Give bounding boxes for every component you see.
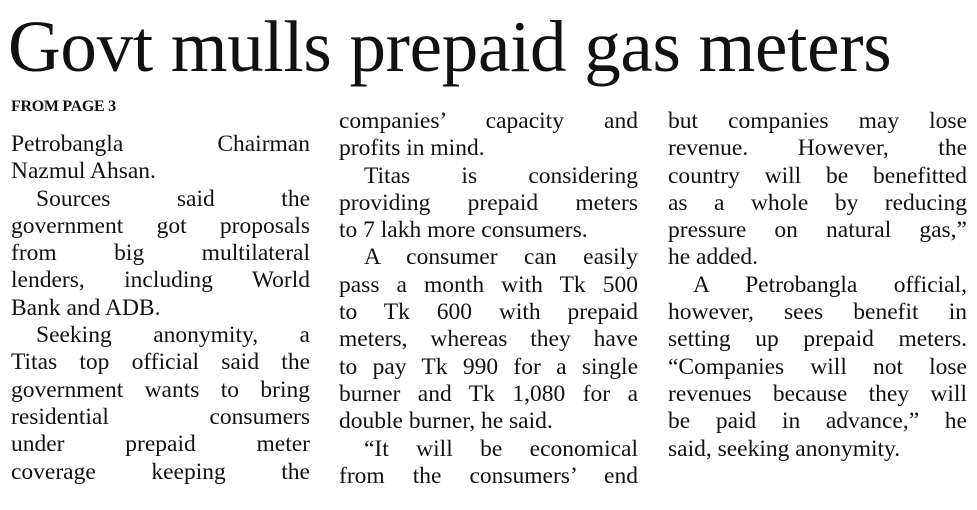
continuation-kicker: FROM PAGE 3 — [11, 98, 116, 115]
paragraph: Sources said the government got proposals… — [11, 186, 310, 322]
text-line: to pay Tk 990 for a single — [339, 353, 638, 380]
text-line: coverage keeping the — [11, 458, 310, 485]
paragraph: A consumer can easily pass a month with T… — [339, 244, 638, 435]
text-line: he added. — [668, 244, 759, 271]
paragraph: “It will be economical from the consumers… — [339, 436, 638, 491]
text-line: pressure on natural gas,” — [668, 217, 967, 244]
text-line: country will be benefitted — [668, 162, 967, 189]
text-line: burner and Tk 1,080 for a — [339, 380, 638, 407]
text-line: setting up prepaid meters. — [668, 326, 967, 353]
paragraph: A Petrobangla official, however, sees ben… — [668, 272, 967, 463]
text-line: government wants to bring — [11, 376, 310, 403]
text-line: from big multilateral — [11, 240, 310, 267]
article-column-3: but companies may lose revenue. However, … — [668, 108, 967, 463]
text-line: Petrobangla Chairman — [11, 131, 310, 157]
article-column-2: companies’ capacity and profits in mind. T… — [339, 108, 638, 490]
text-line: but companies may lose — [668, 108, 967, 134]
text-line: companies’ capacity and — [339, 108, 638, 134]
paragraph: but companies may lose revenue. However, … — [668, 108, 967, 272]
headline: Govt mulls prepaid gas meters — [8, 6, 892, 87]
article-column-1: Petrobangla Chairman Nazmul Ahsan. Sources… — [11, 131, 310, 486]
text-line: “Companies will not lose — [668, 353, 967, 380]
text-line: Titas top official said the — [11, 349, 310, 376]
paragraph: Seeking anonymity, a Titas top official s… — [11, 322, 310, 486]
text-line: “It will be economical — [364, 435, 638, 462]
text-line: Nazmul Ahsan. — [11, 158, 156, 185]
text-line: to Tk 600 with prepaid — [339, 299, 638, 326]
text-line: pass a month with Tk 500 — [339, 271, 638, 298]
text-line: revenue. However, the — [668, 135, 967, 162]
text-line: from the consumers’ end — [339, 462, 638, 489]
text-line: said, seeking anonymity. — [668, 435, 901, 462]
text-line: Seeking anonymity, a — [36, 322, 310, 349]
text-line: A Petrobangla official, — [693, 271, 967, 298]
text-line: be paid in advance,” he — [668, 408, 967, 435]
text-line: Bank and ADB. — [11, 294, 161, 321]
text-line: Sources said the — [36, 185, 310, 212]
text-line: meters, whereas they have — [339, 326, 638, 353]
text-line: profits in mind. — [339, 135, 485, 162]
paragraph: companies’ capacity and profits in mind. — [339, 108, 638, 163]
text-line: however, sees benefit in — [668, 299, 967, 326]
text-line: as a whole by reducing — [668, 189, 967, 216]
text-line: providing prepaid meters — [339, 189, 638, 216]
paragraph: Petrobangla Chairman Nazmul Ahsan. — [11, 131, 310, 186]
text-line: government got proposals — [11, 212, 310, 239]
text-line: double burner, he said. — [339, 408, 553, 435]
text-line: residential consumers — [11, 403, 310, 430]
text-line: A consumer can easily — [364, 244, 638, 271]
text-line: under prepaid meter — [11, 431, 310, 458]
text-line: Titas is considering — [364, 162, 638, 189]
text-line: lenders, including World — [11, 267, 310, 294]
text-line: to 7 lakh more consumers. — [339, 217, 588, 244]
text-line: revenues because they will — [668, 380, 967, 407]
paragraph: Titas is considering providing prepaid me… — [339, 163, 638, 245]
